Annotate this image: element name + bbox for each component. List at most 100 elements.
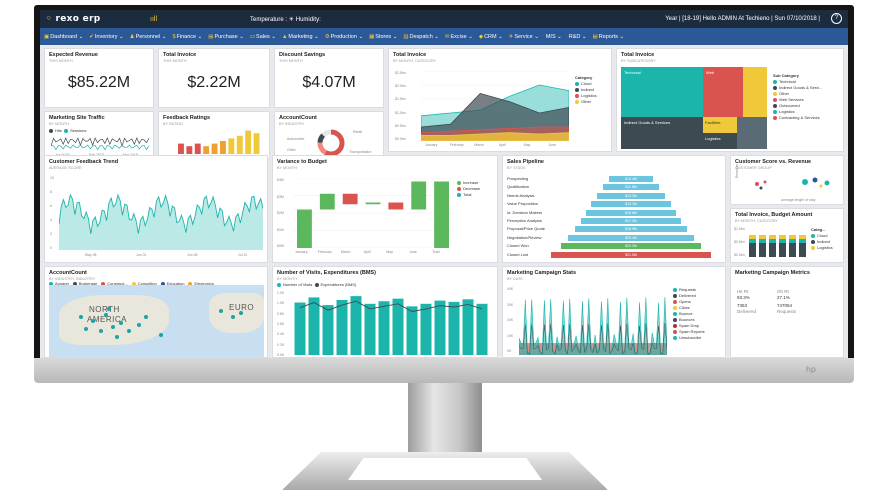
bar-segment[interactable] — [779, 235, 786, 239]
funnel-bar[interactable] — [603, 184, 659, 191]
bar-segment[interactable] — [789, 243, 796, 257]
menu-item[interactable]: ✔Inventory ⌄ — [89, 34, 123, 40]
tile-score-revenue[interactable]: Customer Score vs. Revenue CUSTOMER GROU… — [730, 155, 844, 205]
treemap-cell[interactable]: Technical — [621, 67, 703, 117]
map-marker[interactable] — [111, 325, 115, 329]
tile-campaign-metrics[interactable]: Marketing Campaign Metrics Hit Rt 93.3% … — [730, 266, 844, 358]
map-marker[interactable] — [91, 319, 95, 323]
treemap-cell[interactable]: Indirect Goods & Services — [621, 117, 703, 149]
tile-total-invoice-kpi[interactable]: Total Invoice THIS MONTH $2.22M — [158, 48, 270, 108]
tile-total-invoice-area[interactable]: Total Invoice BY MONTH, CATEGORY $2.5bn $… — [388, 48, 612, 152]
bar[interactable] — [194, 143, 201, 154]
bar[interactable] — [236, 135, 243, 154]
menu-item[interactable]: ▦Stores ⌄ — [369, 34, 397, 40]
map-marker[interactable] — [137, 323, 141, 327]
delivered-line[interactable] — [519, 323, 667, 355]
tile-account-donut[interactable]: AccountCount BY INDUSTRY Retail Automoti… — [274, 111, 384, 159]
legend-item[interactable]: Increase — [457, 180, 480, 186]
legend-item[interactable]: Logistics — [575, 93, 597, 99]
legend-item[interactable]: Cloud — [575, 81, 597, 87]
map-marker[interactable] — [219, 309, 223, 313]
bar[interactable] — [178, 143, 184, 154]
series-line-sessions[interactable] — [51, 144, 149, 151]
bar[interactable] — [228, 138, 235, 154]
legend-item[interactable]: Unsubscribe — [673, 335, 705, 341]
menu-item[interactable]: ▣Dashboard ⌄ — [44, 34, 83, 40]
bar-segment[interactable] — [799, 239, 806, 243]
menu-item[interactable]: ⚙Production ⌄ — [325, 34, 363, 40]
tile-site-traffic[interactable]: Marketing Site Traffic BY MONTH Hits Ses… — [44, 111, 154, 159]
waterfall-bar[interactable] — [434, 181, 449, 249]
menu-item[interactable]: ◆CRM ⌄ — [479, 34, 503, 40]
funnel-bar[interactable] — [568, 234, 694, 241]
bar-segment[interactable] — [779, 239, 786, 243]
map-marker[interactable] — [159, 333, 163, 337]
bar-segment[interactable] — [789, 235, 796, 239]
waterfall-bar[interactable] — [365, 202, 381, 205]
treemap-cell[interactable]: Facilities — [703, 117, 737, 133]
waterfall-bar[interactable] — [342, 193, 358, 205]
map-marker[interactable] — [144, 315, 148, 319]
legend-item[interactable]: Indirect Goods & Servi... — [773, 85, 822, 91]
scatter-point[interactable] — [824, 180, 830, 186]
map-marker[interactable] — [99, 329, 103, 333]
scatter-point[interactable] — [755, 182, 759, 186]
scatter-point[interactable] — [812, 177, 818, 183]
bar[interactable] — [378, 301, 390, 355]
legend-item[interactable]: Logistics — [773, 109, 822, 115]
legend-item[interactable]: Clicks — [673, 305, 705, 311]
menu-item[interactable]: ▤Purchase ⌄ — [208, 34, 244, 40]
funnel-bar[interactable] — [551, 251, 711, 258]
legend-item[interactable]: Technical — [773, 79, 822, 85]
map-marker[interactable] — [127, 329, 131, 333]
scatter-point[interactable] — [819, 184, 823, 188]
menu-item[interactable]: MIS ⌄ — [545, 34, 562, 40]
map-marker[interactable] — [104, 313, 108, 317]
tile-customer-feedback-trend[interactable]: Customer Feedback Trend AVERAGE SCORE 10… — [44, 155, 268, 263]
help-icon[interactable]: ? — [831, 13, 842, 24]
map-view[interactable]: NORTH AMERICA EURO — [49, 285, 264, 357]
tile-account-map[interactable]: AccountCount BY INDUSTRY, INDUSTRY Appar… — [44, 266, 268, 358]
legend-item[interactable]: Indirect — [811, 239, 833, 245]
legend-item[interactable]: Bounce — [673, 311, 705, 317]
bar[interactable] — [294, 302, 306, 355]
bar-segment[interactable] — [749, 239, 756, 243]
funnel-bar[interactable] — [561, 243, 701, 250]
bar[interactable] — [392, 298, 404, 355]
menu-item[interactable]: ✉Excise ⌄ — [445, 34, 473, 40]
bar-segment[interactable] — [769, 235, 776, 239]
menu-item[interactable]: ♟Personnel ⌄ — [130, 34, 167, 40]
legend-item[interactable]: Decrease — [457, 186, 480, 192]
legend-item[interactable]: Spam Drop — [673, 323, 705, 329]
menu-item[interactable]: ▲Marketing ⌄ — [282, 34, 319, 40]
legend-item[interactable]: Logistics — [811, 245, 833, 251]
area-series-other[interactable] — [421, 132, 569, 141]
map-marker[interactable] — [231, 315, 235, 319]
map-marker[interactable] — [239, 311, 243, 315]
funnel-bar[interactable] — [581, 218, 681, 224]
menu-item[interactable]: R&D ⌄ — [568, 34, 587, 40]
tile-expected-revenue[interactable]: Expected Revenue THIS MONTH $85.22M — [44, 48, 154, 108]
map-marker[interactable] — [84, 327, 88, 331]
legend-item[interactable]: Indirect — [575, 87, 597, 93]
trend-line[interactable] — [59, 193, 263, 234]
bar-segment[interactable] — [759, 239, 766, 243]
map-marker[interactable] — [79, 315, 83, 319]
donut-slice[interactable] — [317, 129, 345, 157]
map-marker[interactable] — [115, 335, 119, 339]
bar[interactable] — [448, 301, 460, 355]
tile-sales-pipeline[interactable]: Sales Pipeline BY STAGE Prospecting $10.4… — [502, 155, 726, 263]
bar-segment[interactable] — [789, 239, 796, 243]
bar-segment[interactable] — [779, 243, 786, 257]
legend-item[interactable]: Spam Reports — [673, 329, 705, 335]
treemap-cell[interactable]: Logistics — [703, 133, 737, 149]
waterfall-bar[interactable] — [319, 193, 335, 210]
waterfall-bar[interactable] — [411, 181, 427, 210]
legend-item[interactable]: Bounces — [673, 317, 705, 323]
legend-item[interactable]: Opens — [673, 299, 705, 305]
bar[interactable] — [406, 306, 418, 355]
bar[interactable] — [434, 300, 446, 355]
waterfall-bar[interactable] — [388, 202, 404, 210]
bar[interactable] — [308, 297, 320, 355]
treemap-cell[interactable] — [743, 67, 767, 117]
